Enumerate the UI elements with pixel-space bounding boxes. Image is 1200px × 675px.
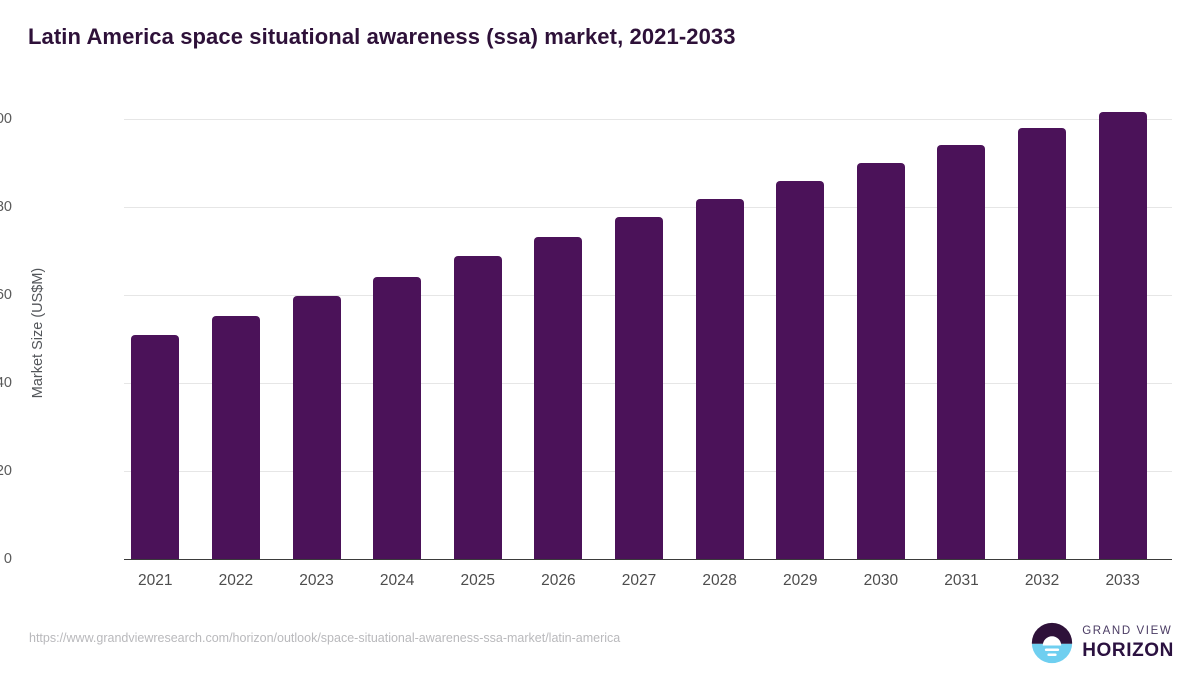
bar[interactable] [453, 256, 502, 559]
gridline [124, 207, 1172, 208]
x-tick-label: 2027 [621, 572, 657, 589]
x-tick-label: 2025 [460, 572, 495, 589]
bar[interactable] [615, 216, 663, 559]
y-tick-label: 40 [0, 375, 12, 391]
y-tick-label: 100 [0, 111, 12, 127]
source-url[interactable]: https://www.grandviewresearch.com/horizo… [29, 631, 621, 645]
x-tick-label: 2029 [782, 572, 818, 589]
bar[interactable] [373, 276, 422, 559]
logo-line-horizon: HORIZON [1082, 640, 1174, 662]
x-tick-label: 2028 [702, 572, 737, 589]
bar[interactable] [211, 316, 260, 559]
grand-view-horizon-logo[interactable]: GRAND VIEW HORIZON [1031, 620, 1174, 666]
horizon-sun-circle-icon [1032, 622, 1073, 664]
page-title: Latin America space situational awarenes… [28, 24, 736, 49]
y-tick-label: 80 [0, 199, 12, 215]
bar[interactable] [1018, 127, 1067, 559]
bar[interactable] [1098, 111, 1147, 559]
bar[interactable] [695, 199, 744, 559]
y-axis-title: Market Size (US$M) [30, 267, 46, 399]
bar[interactable] [856, 163, 905, 559]
y-tick-label: 20 [0, 463, 12, 479]
bar[interactable] [937, 144, 986, 559]
bar[interactable] [131, 334, 180, 559]
x-tick-label: 2022 [218, 572, 254, 589]
logo-line-grand-view: GRAND VIEW [1082, 624, 1173, 637]
y-tick-label: 60 [0, 287, 12, 303]
x-tick-label: 2030 [863, 572, 899, 589]
x-tick-label: 2024 [379, 572, 415, 589]
y-tick-label: 0 [3, 551, 12, 567]
bar[interactable] [776, 180, 825, 559]
bars-container [124, 111, 1172, 559]
bar[interactable] [534, 237, 583, 559]
x-tick-label: 2032 [1024, 572, 1060, 589]
logo-wordmark: GRAND VIEW HORIZON [1082, 624, 1174, 662]
x-tick-label: 2021 [138, 572, 173, 589]
x-axis-line [124, 559, 1172, 561]
x-tick-label: 2031 [944, 572, 979, 589]
gridline [124, 119, 1172, 120]
x-tick-label: 2026 [541, 572, 576, 589]
x-tick-label: 2023 [299, 572, 334, 589]
bar[interactable] [292, 295, 341, 559]
x-tick-label: 2033 [1105, 572, 1140, 589]
